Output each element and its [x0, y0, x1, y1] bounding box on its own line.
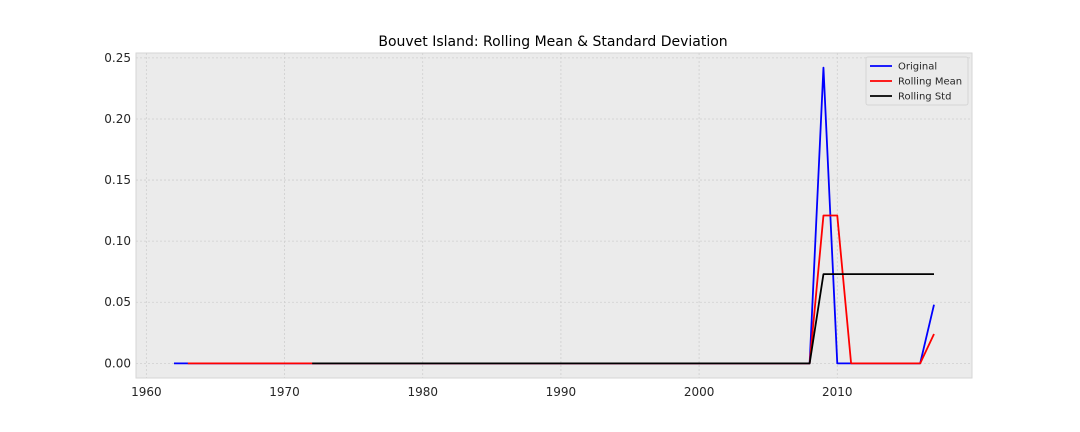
y-tick-label: 0.20	[104, 112, 131, 126]
x-tick-label: 1990	[546, 385, 577, 399]
x-tick-label: 2000	[684, 385, 715, 399]
axes: 1960 1970 1980 1990 2000 2010 0.00 0.05 0.10 0.15…	[104, 51, 852, 399]
y-tick-label: 0.15	[104, 173, 131, 187]
legend-box	[865, 56, 969, 106]
grid	[136, 53, 972, 378]
legend-label: Rolling Mean	[898, 77, 962, 88]
y-tick-label: 0.25	[104, 51, 131, 65]
x-tick-label: 1960	[131, 385, 162, 399]
legend-label: Rolling Std	[898, 92, 951, 103]
series-rolling-std	[312, 273, 934, 365]
x-tick-label: 1980	[407, 385, 438, 399]
y-tick-label: 0.10	[104, 234, 131, 248]
x-tick-label: 1970	[269, 385, 300, 399]
legend-label: Original	[898, 62, 937, 73]
y-tick-label: 0.00	[104, 356, 131, 370]
series-line	[312, 273, 934, 365]
plot-area	[135, 52, 973, 379]
y-tick-label: 0.05	[104, 295, 131, 309]
x-tick-label: 2010	[822, 385, 853, 399]
chart-title: Bouvet Island: Rolling Mean & Standard D…	[378, 34, 727, 50]
series-lines	[174, 66, 935, 365]
legend: Original Rolling Mean Rolling Std	[865, 56, 969, 106]
